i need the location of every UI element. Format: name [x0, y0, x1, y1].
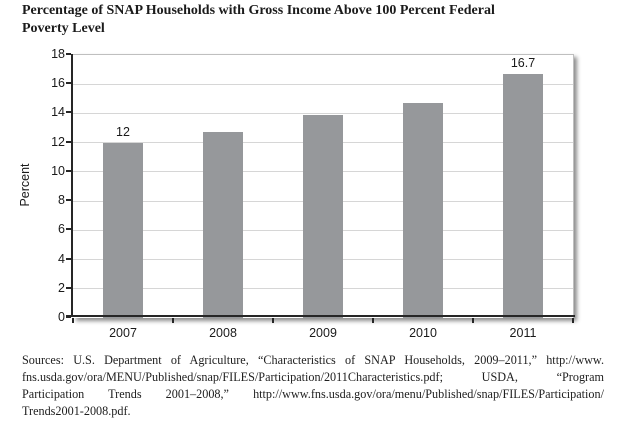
gridline: [73, 112, 573, 114]
y-tick-label: 10: [51, 163, 65, 178]
x-axis-tick: [372, 318, 374, 323]
x-axis-tick: [172, 318, 174, 323]
y-axis-tick: [66, 228, 71, 231]
y-tick-label: 14: [51, 105, 65, 120]
x-axis-tick: [272, 318, 274, 323]
bar: [403, 103, 443, 318]
y-axis-tick: [66, 169, 71, 172]
bar: [103, 142, 143, 318]
bar: [203, 132, 243, 318]
y-tick-label: 2: [58, 280, 65, 295]
page-title: Percentage of SNAP Households with Gross…: [22, 2, 612, 38]
x-tick-label: 2010: [409, 326, 437, 340]
y-axis-tick: [66, 286, 71, 289]
page-title-line-1: Percentage of SNAP Households with Gross…: [22, 3, 495, 18]
page-title-line-2: Poverty Level: [22, 21, 105, 36]
y-tick-label: 8: [58, 193, 65, 208]
y-axis-tick: [66, 257, 71, 260]
x-axis-tick: [572, 318, 574, 323]
y-axis-tick: [66, 53, 71, 55]
y-axis-title: Percent: [18, 163, 32, 207]
y-axis-tick: [66, 111, 71, 114]
source-note-line: fns.usda.gov/ora/MENU/Published/snap/FIL…: [22, 370, 604, 384]
x-axis-tick: [472, 318, 474, 323]
bar: [303, 114, 343, 318]
gridline: [73, 83, 573, 85]
y-axis-line: [71, 54, 73, 317]
source-note-line: Sources: U.S. Department of Agriculture,…: [22, 353, 604, 367]
y-axis-tick: [66, 199, 71, 202]
y-tick-label: 16: [51, 76, 65, 91]
source-note-line: Trends2001-2008.pdf.: [22, 404, 131, 418]
x-tick-label: 2009: [309, 326, 337, 340]
x-tick-label: 2007: [109, 326, 137, 340]
y-tick-label: 6: [58, 222, 65, 237]
plot-area: [73, 54, 574, 318]
x-axis-tick: [72, 318, 74, 323]
bar: [503, 73, 543, 318]
source-note-line: Participation Trends 2001–2008,” http://…: [22, 387, 604, 401]
bar-chart: Percent 0 2 4 6 8 10 12 14 16 18 12 2007 2008 2009 201…: [18, 47, 575, 340]
y-axis-tick: [66, 316, 71, 318]
y-axis-tick: [66, 140, 71, 143]
y-tick-label: 18: [51, 47, 65, 61]
x-axis-line: [66, 315, 575, 317]
source-note: Sources: U.S. Department of Agriculture,…: [22, 352, 604, 420]
x-tick-label: 2011: [509, 326, 537, 340]
y-tick-label: 0: [58, 310, 65, 324]
x-tick-label: 2008: [209, 326, 237, 340]
y-tick-label: 12: [51, 134, 65, 149]
bar-value-label: 12: [116, 124, 130, 139]
y-axis-tick: [66, 82, 71, 85]
bar-value-label: 16.7: [510, 55, 536, 70]
y-tick-label: 4: [58, 251, 65, 266]
